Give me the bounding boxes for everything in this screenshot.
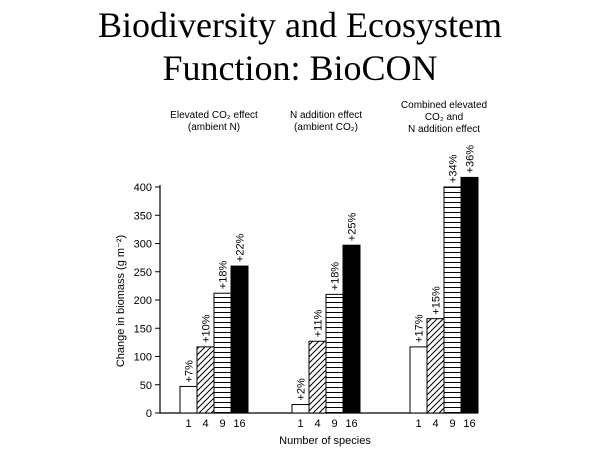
group-labels: Elevated CO₂ effect(ambient N) N addition… — [170, 100, 487, 135]
group-label-line: N addition effect — [408, 124, 480, 135]
group-label-line: (ambient N) — [188, 122, 240, 133]
x-tick-label: 1 — [185, 418, 191, 430]
y-tick-label: 300 — [134, 239, 152, 251]
bar — [426, 318, 445, 414]
x-tick-label: 4 — [202, 418, 208, 430]
slide-title-line-2: Function: BioCON — [162, 48, 438, 88]
bars — [179, 176, 479, 414]
group-label-line: N addition effect — [290, 110, 362, 121]
bar-value-label: +36% — [465, 145, 477, 174]
x-tick-label: 9 — [331, 418, 337, 430]
bar-value-label: +17% — [414, 314, 426, 343]
bar-value-label: +22% — [235, 233, 247, 262]
slide-title: Biodiversity and Ecosystem Function: Bio… — [0, 4, 600, 90]
group-label-line: Combined elevated — [401, 100, 487, 111]
y-tick-label: 150 — [134, 323, 152, 335]
bar-labels: 1 +7% 4 +10% 9 +18% 16 +22% 1 +2% 4 +11% 9 +18% 16 +25%… — [184, 145, 477, 430]
bar-value-label: +11% — [313, 309, 325, 337]
bar-value-label: +15% — [431, 286, 443, 315]
bar — [196, 346, 215, 414]
bar-value-label: +18% — [218, 261, 230, 290]
bar-value-label: +7% — [184, 360, 196, 383]
bar — [308, 340, 327, 414]
y-axis-title: Change in biomass (g m⁻²) — [115, 235, 127, 367]
axes: 0 50 100 150 200 250 300 350 400 — [134, 182, 478, 420]
bar — [213, 292, 232, 414]
x-tick-label: 4 — [314, 418, 320, 430]
bar-value-label: +25% — [347, 213, 359, 242]
x-tick-label: 9 — [219, 418, 225, 430]
y-tick-label: 0 — [146, 408, 152, 420]
y-tick-label: 400 — [134, 182, 152, 194]
x-axis-title: Number of species — [279, 435, 371, 447]
bar-value-label: +34% — [448, 154, 460, 183]
x-tick-label: 1 — [297, 418, 303, 430]
bar — [409, 346, 428, 414]
bar — [342, 244, 361, 414]
bar — [325, 293, 344, 414]
bar — [179, 385, 198, 414]
y-tick-label: 250 — [134, 267, 152, 279]
x-tick-label: 9 — [449, 418, 455, 430]
slide-title-line-1: Biodiversity and Ecosystem — [98, 5, 502, 45]
bar — [230, 265, 249, 414]
group-label-line: CO₂ and — [425, 112, 463, 123]
x-tick-label: 1 — [415, 418, 421, 430]
y-tick-label: 350 — [134, 210, 152, 222]
y-tick-label: 200 — [134, 295, 152, 307]
bar-value-label: +10% — [201, 314, 213, 343]
group-label-line: (ambient CO₂) — [294, 122, 358, 133]
bar-value-label: +2% — [296, 378, 308, 401]
x-tick-label: 16 — [345, 418, 357, 430]
x-tick-label: 16 — [463, 418, 475, 430]
bar — [460, 176, 479, 414]
bar-value-label: +18% — [330, 262, 342, 291]
group-label-line: Elevated CO₂ effect — [170, 110, 258, 121]
bar — [291, 404, 310, 414]
x-tick-label: 16 — [233, 418, 245, 430]
y-tick-label: 100 — [134, 352, 152, 364]
y-tick-label: 50 — [140, 380, 152, 392]
bar — [443, 186, 462, 414]
x-tick-label: 4 — [432, 418, 438, 430]
